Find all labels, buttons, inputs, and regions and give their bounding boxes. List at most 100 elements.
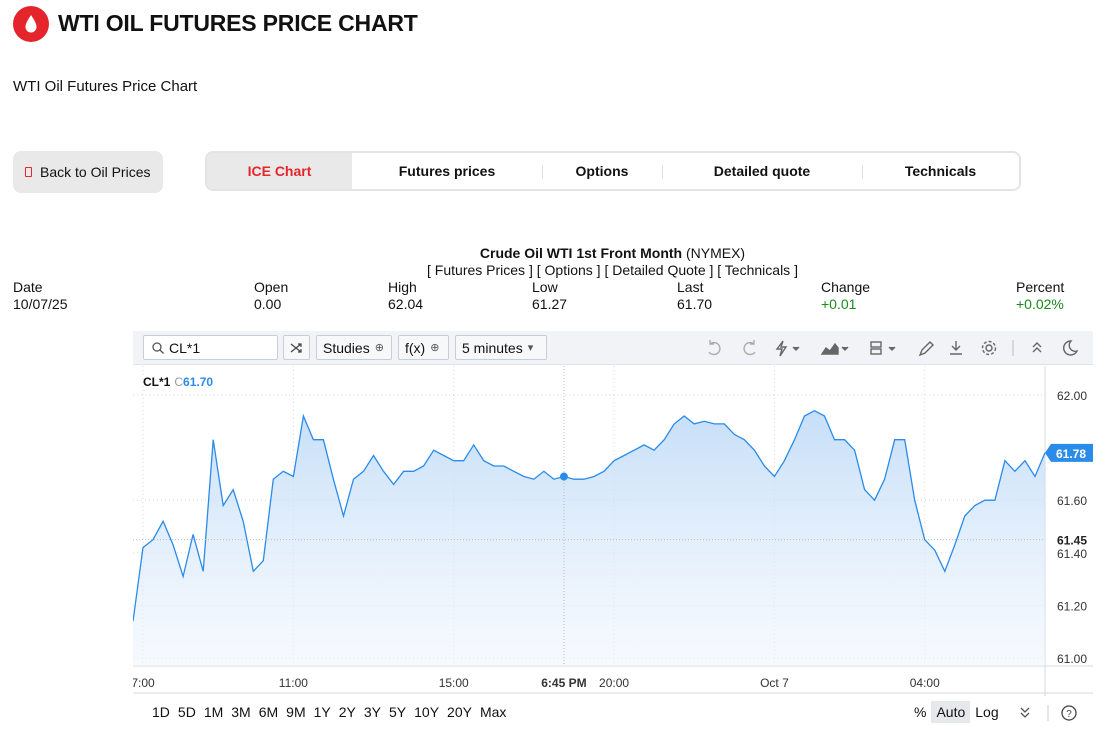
stat-value: 61.70 [677,296,713,312]
toolbar-button-label: f(x) [405,339,426,356]
scale-button[interactable]: Auto [931,701,971,723]
legend-series-name: CL*1 [143,375,171,389]
back-label: Back to Oil Prices [40,164,151,180]
range-button[interactable]: 5Y [389,704,407,720]
tab[interactable]: Futures prices [398,163,496,179]
quote-link[interactable]: [ Options ] [536,262,601,278]
svg-text:?: ? [1066,709,1072,720]
stat-label: Low [532,279,558,295]
quote-link[interactable]: [ Technicals ] [717,262,798,278]
y-tick-label: 61.00 [1057,652,1087,666]
legend-close-prefix: C [174,375,183,389]
crosshair-badge [1046,530,1092,549]
range-button[interactable]: 3M [231,704,251,720]
legend-close-value: 61.70 [183,375,213,389]
toolbar-icons [708,340,1079,357]
back-icon [25,167,32,177]
quote-exchange: (NYMEX) [685,245,746,261]
quote-name: Crude Oil WTI 1st Front Month [479,245,683,261]
symbol-text: CL*1 [169,339,201,356]
stat: Last 61.70 [677,279,712,312]
tab[interactable]: ICE Chart [207,153,352,189]
last-price-badge [1045,443,1093,462]
toolbar-button-icon: ⊕ [374,342,384,354]
range-button[interactable]: 10Y [414,704,440,720]
page-title: WTI OIL FUTURES PRICE CHART [58,10,418,36]
range-button[interactable]: 20Y [447,704,472,720]
symbol-search[interactable]: CL*1 [143,335,278,360]
quote-link[interactable]: [ Detailed Quote ] [604,262,714,278]
y-tick-label: 62.00 [1057,389,1087,403]
chart-toolbar: CL*1 Studies ⊕ f(x) ⊕ 5 minutes ▾ [133,331,1093,365]
page-subtitle: WTI Oil Futures Price Chart [13,78,198,95]
logo-icon [25,15,37,33]
stat-value: 10/07/25 [13,296,68,312]
stat-label: Open [254,279,289,295]
stat: Open 0.00 [254,279,288,312]
chart: 61.00 61.20 61.40 61.60 62.00 7:00 11:00 15:00 6… [133,366,1093,696]
crosshair-value-label: 61.45 [1057,534,1087,548]
toolbar-button-label: Studies [323,339,370,356]
y-tick-label: 61.40 [1057,547,1087,561]
range-button[interactable]: 3Y [363,704,381,720]
x-tick-label: 11:00 [279,676,308,690]
range-button[interactable]: Max [479,704,507,720]
stat: Change +0.01 [821,279,870,312]
stat-label: Last [677,279,704,295]
legend: CL*1 C61.70 [143,375,213,389]
stat: Date 10/07/25 [13,279,68,312]
x-tick-label: Oct 7 [760,676,789,690]
toolbar-button-label: 5 minutes [462,339,523,356]
bottom-icons: ? [1020,705,1077,721]
range-button[interactable]: 1D [152,704,170,720]
scale-button[interactable]: Log [975,704,999,720]
range-buttons: 1D 5D 1M 3M 6M 9M 1Y 2Y 3Y 5Y 10Y 20Y Max [148,702,510,722]
stat-value: 0.00 [254,296,282,312]
stat: High 62.04 [388,279,423,312]
x-tick-label: 15:00 [439,676,469,690]
toolbar-button-icon: ▾ [527,342,534,354]
crosshair-dot [559,472,568,481]
stat-label: Date [13,279,43,295]
toolbar-button[interactable]: Studies ⊕ [316,335,392,360]
y-tick-label: 61.20 [1057,599,1087,613]
quote-links: [ Futures Prices ] [ Options ] [ Detaile… [0,262,1105,279]
stat: Low 61.27 [532,279,567,312]
quote-header: Crude Oil WTI 1st Front Month (NYMEX) [ … [0,245,1105,279]
tab[interactable]: Detailed quote [662,153,862,189]
tab[interactable]: Options [542,153,662,189]
range-button[interactable]: 1M [203,704,224,720]
stat: Percent +0.02% [1016,279,1064,312]
logo [13,6,49,42]
x-tick-label: 04:00 [910,676,940,690]
stat-value: +0.02% [1016,296,1064,312]
area-fill [133,410,1045,666]
x-tick-label: 6:45 PM [541,676,586,690]
toolbar-button-icon: ⊕ [430,342,440,354]
x-tick-label: 7:00 [133,676,155,690]
stat-label: Change [821,279,871,295]
toolbar-button[interactable]: f(x) ⊕ [398,335,449,360]
quote-link[interactable]: [ Futures Prices ] [427,262,533,278]
back-button[interactable]: Back to Oil Prices [13,151,163,193]
price-line [133,409,1046,622]
toolbar-button[interactable]: 5 minutes ▾ [455,335,547,360]
range-button[interactable]: 2Y [338,704,356,720]
scale-button[interactable]: % [914,704,927,720]
tab-bar: ICE Chart Futures prices Options Detailed q… [205,151,1021,191]
stat-label: High [388,279,417,295]
compare-button[interactable] [283,335,310,360]
stat-label: Percent [1016,279,1065,295]
last-price-label: 61.78 [1056,447,1086,461]
y-tick-label: 61.60 [1057,494,1087,508]
scale-buttons: % Auto Log [909,701,1004,723]
range-button[interactable]: 5D [177,704,196,720]
range-button[interactable]: 1Y [313,704,331,720]
stat-value: 62.04 [388,296,424,312]
stat-value: +0.01 [821,296,857,312]
tab[interactable]: Technicals [862,153,1019,189]
compare-icon [290,342,302,353]
range-button[interactable]: 6M [258,704,279,720]
range-button[interactable]: 9M [286,704,306,720]
